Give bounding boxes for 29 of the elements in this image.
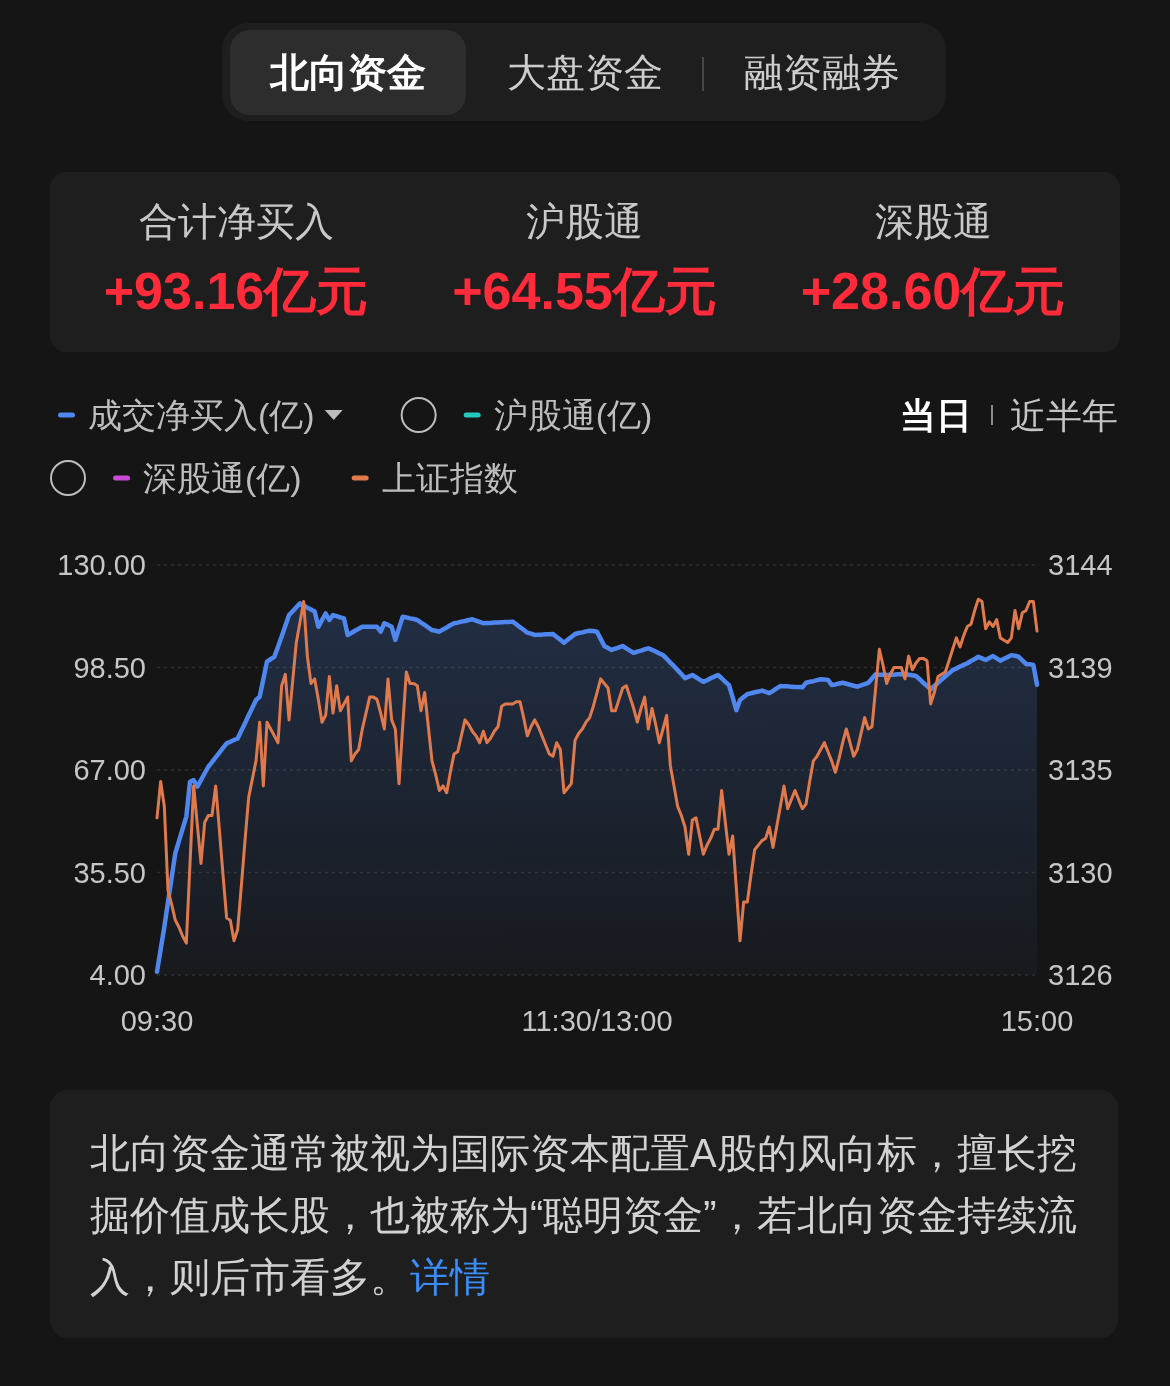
text: 大盘资金: [507, 51, 663, 94]
text: 当日: [900, 394, 972, 436]
text: 融资融券: [744, 51, 900, 94]
y2-tick-label: 3130: [1048, 856, 1113, 889]
legend-label: 深股通(亿): [143, 459, 302, 497]
text: 沪股通: [526, 200, 643, 243]
text: +28.60亿元: [800, 262, 1066, 320]
legend-label: 成交净买入(亿): [88, 396, 315, 434]
y2-tick-label: 3139: [1048, 651, 1113, 684]
y2-tick-label: 3135: [1048, 754, 1113, 786]
text: 深股通: [874, 200, 992, 243]
y-tick-label: 35.50: [73, 856, 146, 889]
text: +93.16亿元: [103, 262, 369, 320]
y-tick-label: 130.00: [57, 549, 146, 581]
text: 近半年: [1010, 394, 1118, 436]
x-tick-label: 15:00: [1000, 1005, 1074, 1037]
y-tick-label: 98.50: [73, 651, 146, 684]
y2-tick-label: 3126: [1048, 959, 1113, 991]
tab: 北向资金: [230, 30, 466, 115]
x-tick-label: 09:30: [120, 1005, 194, 1037]
y-tick-label: 4.00: [89, 959, 146, 991]
legend-label: 沪股通(亿): [493, 396, 653, 434]
y-tick-label: 67.00: [73, 754, 146, 786]
y2-tick-label: 3144: [1048, 549, 1113, 581]
x-tick-label: 11:30/13:00: [521, 1005, 673, 1037]
legend-label: 上证指数: [381, 459, 518, 497]
text: 合计净买入: [138, 200, 334, 243]
text: 详情: [410, 1255, 490, 1299]
text: +64.55亿元: [452, 262, 717, 320]
